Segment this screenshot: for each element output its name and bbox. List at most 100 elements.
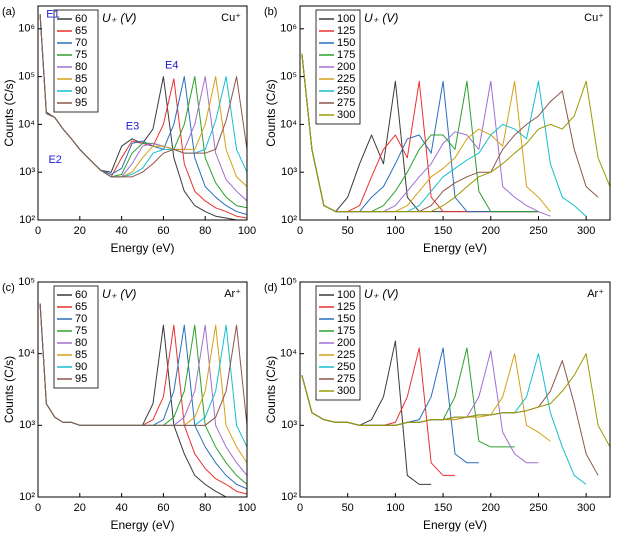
legend-label: 300 [337,385,355,397]
x-tick-label: 50 [342,502,354,514]
ion-label: Ar⁺ [587,288,604,300]
y-tick-label: 10² [19,214,35,226]
x-tick-label: 100 [386,225,404,237]
legend-label: 85 [75,73,87,85]
legend-label: 150 [337,313,355,325]
annotation: E2 [48,154,61,166]
x-tick-label: 20 [74,502,86,514]
x-axis-title: Energy (eV) [110,241,174,255]
x-tick-label: 60 [157,502,169,514]
legend-title: U₊ (V) [364,287,398,301]
spectrum-line [39,14,247,178]
legend-label: 75 [75,325,87,337]
x-tick-label: 150 [434,502,452,514]
x-tick-label: 100 [238,502,256,514]
legend-label: 80 [75,61,87,73]
legend-label: 175 [337,49,355,61]
y-tick-label: 10⁴ [280,118,297,130]
legend-label: 60 [75,289,87,301]
axes-frame [37,5,248,221]
y-tick-label: 10⁴ [280,348,297,360]
legend-label: 225 [337,73,355,85]
plot-area [39,303,247,497]
legend-title: U₊ (V) [102,287,136,301]
legend-label: 250 [337,361,355,373]
legend-label: 250 [337,85,355,97]
legend-label: 80 [75,337,87,349]
x-tick-label: 300 [577,502,595,514]
y-tick-label: 10⁵ [280,276,297,288]
x-axis-title: Energy (eV) [110,518,174,532]
y-tick-label: 10³ [19,166,35,178]
plot-area [39,14,247,220]
x-tick-label: 0 [35,502,41,514]
y-tick-label: 10² [19,491,35,503]
legend-label: 60 [75,13,87,25]
x-axis-title: Energy (eV) [423,518,487,532]
legend-label: 65 [75,301,87,313]
y-tick-label: 10² [281,491,297,503]
x-axis-title: Energy (eV) [423,241,487,255]
legend-label: 300 [337,109,355,121]
axes-frame [299,281,611,498]
legend-label: 175 [337,325,355,337]
legend-label: 95 [75,373,87,385]
ion-label: Cu⁺ [584,12,604,24]
legend-label: 70 [75,37,87,49]
y-axis-title: Counts (C/s) [2,356,16,423]
legend-label: 225 [337,349,355,361]
x-tick-label: 0 [35,225,41,237]
plot-area [301,340,610,485]
annotation: E3 [126,120,139,132]
panel-label: (c) [2,282,15,294]
legend-box [53,285,99,389]
legend-label: 85 [75,349,87,361]
legend-label: 100 [337,289,355,301]
y-tick-label: 10⁴ [18,348,35,360]
panel-label: (a) [2,6,15,18]
x-tick-label: 80 [199,502,211,514]
annotation: E4 [165,59,178,71]
spectrum-line [39,303,247,426]
y-tick-label: 10⁵ [18,71,35,83]
legend-label: 275 [337,97,355,109]
legend-title: U₊ (V) [102,11,136,25]
panel-label: (b) [264,6,277,18]
x-tick-label: 0 [297,502,303,514]
x-tick-label: 150 [434,225,452,237]
spectrum-line [301,353,610,448]
y-tick-label: 10⁵ [280,71,297,83]
legend-label: 200 [337,61,355,73]
axes-frame [37,281,248,498]
x-tick-label: 300 [577,225,595,237]
legend-label: 65 [75,25,87,37]
legend-label: 125 [337,25,355,37]
ion-label: Cu⁺ [221,12,241,24]
y-tick-label: 10³ [19,419,35,431]
x-tick-label: 100 [386,502,404,514]
y-tick-label: 10³ [281,419,297,431]
ion-label: Ar⁺ [224,288,241,300]
y-axis-title: Counts (C/s) [264,356,278,423]
legend-label: 70 [75,313,87,325]
legend-label: 100 [337,13,355,25]
y-tick-label: 10⁵ [18,276,35,288]
plot-area [301,53,610,217]
x-tick-label: 60 [157,225,169,237]
legend-label: 90 [75,361,87,373]
y-axis-title: Counts (C/s) [264,79,278,146]
legend-label: 95 [75,97,87,109]
annotation: E1 [46,8,59,20]
x-tick-label: 200 [482,502,500,514]
axes-frame [299,5,611,221]
x-tick-label: 20 [74,225,86,237]
legend-title: U₊ (V) [364,11,398,25]
y-tick-label: 10⁶ [280,23,297,35]
y-tick-label: 10⁶ [18,23,35,35]
y-tick-label: 10⁴ [18,118,35,130]
y-tick-label: 10² [281,214,297,226]
x-tick-label: 40 [115,225,127,237]
x-tick-label: 250 [529,225,547,237]
legend-label: 200 [337,337,355,349]
legend-label: 275 [337,373,355,385]
